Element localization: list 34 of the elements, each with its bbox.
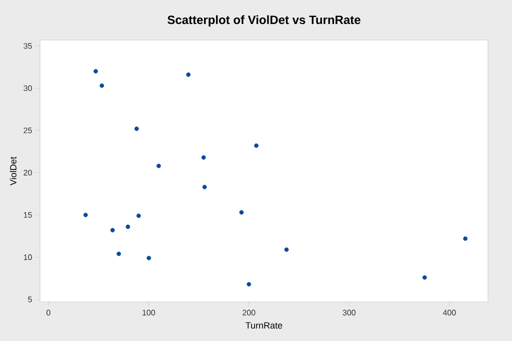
point [100, 83, 104, 88]
chart-title: Scatterplot of ViolDet vs TurnRate [168, 15, 360, 26]
point [116, 252, 121, 256]
point [146, 256, 152, 260]
point [136, 214, 141, 218]
x-tick-label: 400 [442, 310, 456, 316]
point [94, 69, 98, 74]
x-tick-label: 0 [46, 310, 50, 316]
x-tick-label: 100 [142, 310, 156, 316]
point [239, 210, 244, 215]
y-tick-label: 35 [24, 43, 32, 49]
point [126, 224, 130, 229]
x-tick-label: 300 [342, 310, 356, 316]
point [463, 236, 468, 241]
y-tick-label: 20 [24, 170, 32, 176]
x-axis-title: TurnRate [246, 322, 282, 329]
point [110, 228, 115, 232]
point [156, 164, 161, 168]
point [284, 247, 289, 252]
point [246, 282, 252, 286]
point [201, 155, 206, 160]
point [134, 126, 139, 131]
point [186, 72, 191, 77]
y-tick-label: 15 [24, 212, 32, 218]
y-tick-label: 25 [24, 128, 32, 134]
x-tick-label: 200 [242, 310, 256, 316]
y-tick-label: 5 [28, 296, 32, 302]
y-axis-title: ViolDet [10, 156, 16, 186]
point [83, 212, 88, 218]
y-tick-label: 10 [24, 254, 32, 260]
point [254, 143, 259, 148]
y-tick-label: 30 [24, 85, 32, 92]
point [202, 184, 207, 190]
point [422, 275, 427, 280]
